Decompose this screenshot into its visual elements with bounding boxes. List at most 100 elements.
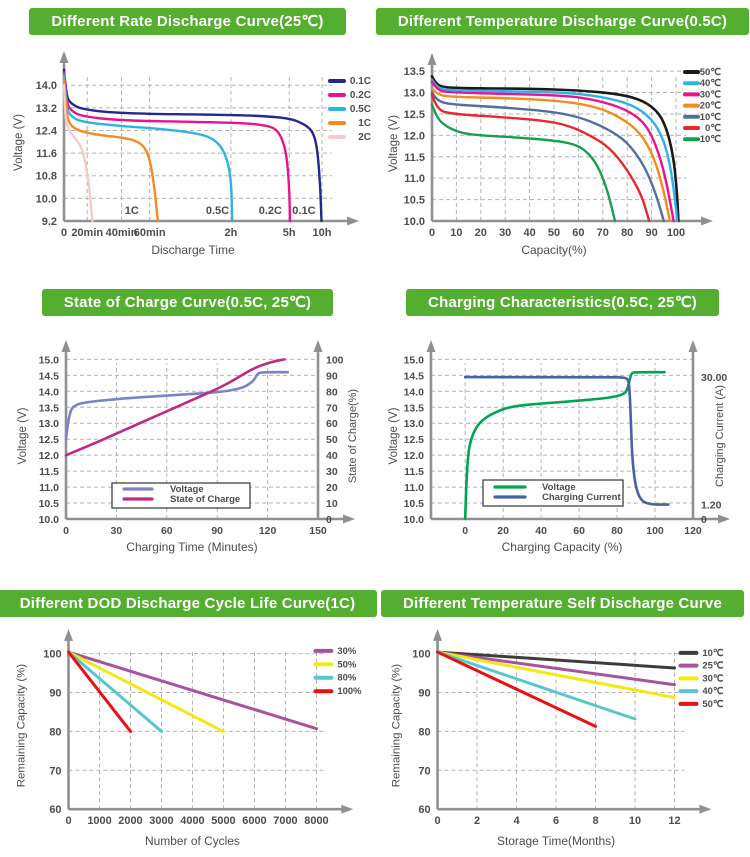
legend-label: 80% xyxy=(337,673,356,684)
x-tick-label: 2 xyxy=(474,815,480,827)
x-axis-title: Capacity(%) xyxy=(521,243,586,257)
x-tick-label: 40 xyxy=(523,227,535,239)
y2-tick-label: 10 xyxy=(326,498,338,510)
y2-tick-label: 90 xyxy=(326,370,338,382)
y2-tick-label: 50 xyxy=(326,434,338,446)
legend-box xyxy=(482,479,624,507)
legend-label: 0.1C xyxy=(350,76,371,87)
y2-tick-label: 1.20 xyxy=(701,500,722,512)
x-axis-title: Charging Time (Minutes) xyxy=(126,540,257,554)
x-tick-label: 80 xyxy=(621,227,633,239)
x-tick-label: 2000 xyxy=(118,815,142,827)
x-tick-label: 50 xyxy=(548,227,560,239)
y-tick-label: 60 xyxy=(49,804,61,816)
tick-labels: 9.2 10.0 10.8 11.6 12.4 13.2 14.0 0 20min 40min60… xyxy=(36,80,332,239)
series-ChargingCurrent xyxy=(463,375,670,506)
series-50 xyxy=(430,75,680,223)
legend-label: 100% xyxy=(337,686,362,697)
x-tick-label: 3000 xyxy=(149,815,173,827)
x-tick-label: 20 xyxy=(475,227,487,239)
y-tick-label: 10.0 xyxy=(404,216,425,228)
legend-label: Voltage xyxy=(170,484,204,495)
x-tick-label: 12 xyxy=(668,815,680,827)
legend-label: 50% xyxy=(337,659,356,670)
y-axis-arrow xyxy=(433,628,443,641)
series-50% xyxy=(67,650,225,733)
legend-label: Charging Current xyxy=(542,492,621,503)
x-tick-label: 0 xyxy=(462,525,468,537)
y-tick-label: 12.0 xyxy=(404,130,425,142)
series-group xyxy=(64,358,290,457)
y2-tick-label: 70 xyxy=(326,402,338,414)
panel-dod-cycle-life: Different DOD Discharge Cycle Life Curve… xyxy=(0,570,378,857)
y-tick-label: 60 xyxy=(418,804,430,816)
x-tick-label: 7000 xyxy=(273,815,297,827)
series-0.1C xyxy=(62,68,323,223)
gridlines xyxy=(68,651,327,810)
y-tick-label: 11.0 xyxy=(404,482,424,494)
x-axis-arrow xyxy=(701,216,713,226)
charging-characteristics-chart: 10.0 10.5 11.0 11.5 12.0 12.5 13.0 13.5 14.0 14.5… xyxy=(388,340,730,554)
x-axis-title: Discharge Time xyxy=(151,243,235,257)
x-tick-label: 60 xyxy=(161,525,173,537)
series-0 xyxy=(430,93,651,223)
x-axis-title: Storage Time(Months) xyxy=(497,834,615,848)
x-tick-label: 90 xyxy=(211,525,223,537)
series-group xyxy=(430,75,680,223)
x-axis-arrow xyxy=(718,514,730,524)
x-axis-arrow xyxy=(343,514,355,524)
y-tick-label: 11.0 xyxy=(39,482,59,494)
y-axis-title: Voltage (V) xyxy=(388,407,400,464)
curve-label-0.2C: 0.2C xyxy=(259,205,282,217)
series-30% xyxy=(67,650,318,731)
x-tick-label: 120 xyxy=(259,525,277,537)
series-25 xyxy=(436,650,677,687)
y-axis-title: Remaining Capacity (%) xyxy=(16,664,28,788)
y2-tick-label: 40 xyxy=(326,450,338,462)
y-tick-label: 14.0 xyxy=(36,80,57,92)
y-tick-label: 15.0 xyxy=(39,354,60,366)
y-axis-arrow xyxy=(64,628,73,641)
curve-label-0.5C: 0.5C xyxy=(206,205,229,217)
x-tick-label: 60min xyxy=(134,227,166,239)
y-tick-label: 80 xyxy=(49,726,61,738)
y-tick-label: 12.4 xyxy=(36,125,58,137)
y-axis-arrow xyxy=(61,340,71,352)
series-10 xyxy=(436,650,677,670)
x-tick-label: 0 xyxy=(63,525,69,537)
x-tick-label: 8000 xyxy=(304,815,328,827)
chart-title-state-of-charge: State of Charge Curve(0.5C, 25℃) xyxy=(41,289,334,316)
tick-labels: 10.0 10.5 11.0 11.5 12.0 12.5 13.0 13.5 14.0 14.5… xyxy=(39,354,344,537)
y-tick-label: 100 xyxy=(43,649,61,661)
legend-label: 50℃ xyxy=(702,699,723,710)
x-tick-label: 40min xyxy=(106,227,138,239)
y-tick-label: 10.5 xyxy=(404,195,425,207)
series-1C xyxy=(62,78,159,223)
y-tick-label: 90 xyxy=(49,687,61,699)
x-tick-label: 6000 xyxy=(242,815,266,827)
legend: 10℃ 25℃30℃ 40℃ 50℃ xyxy=(678,648,724,710)
series-Voltage xyxy=(64,370,290,441)
self-discharge-chart: 60 70 80 90 100 0 2 4 6 8 10 12 Storage Time(Months)… xyxy=(391,628,724,848)
y-tick-label: 13.5 xyxy=(39,402,60,414)
y-tick-label: 11.5 xyxy=(39,466,59,478)
x-tick-label: 4000 xyxy=(180,815,204,827)
y2-tick-label: 60 xyxy=(326,418,338,430)
legend-label: 0.5C xyxy=(350,104,371,115)
x-tick-label: 120 xyxy=(684,525,702,537)
gridlines xyxy=(66,358,318,519)
series-20 xyxy=(430,87,672,223)
legend-label: 40℃ xyxy=(700,78,722,89)
y-tick-label: 9.2 xyxy=(42,216,57,228)
x-tick-label: 0 xyxy=(61,227,67,239)
legend-label: Voltage xyxy=(542,482,576,493)
y2-tick-label: 30.00 xyxy=(701,372,727,384)
x-tick-label: 5000 xyxy=(211,815,235,827)
series-group xyxy=(67,650,318,733)
y-tick-label: 70 xyxy=(49,765,61,777)
